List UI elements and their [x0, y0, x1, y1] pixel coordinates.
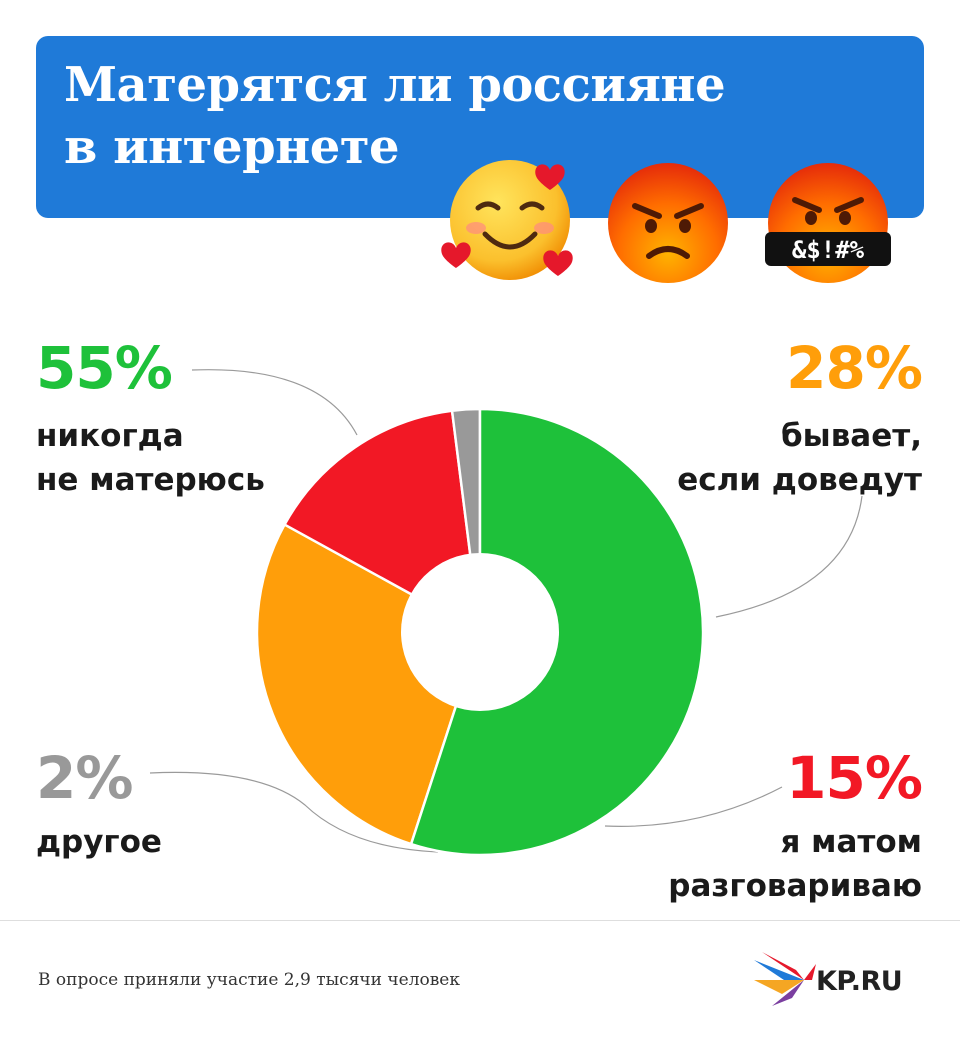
label-never-line1: никогда: [36, 418, 184, 454]
title-line-1: Матерятся ли россияне: [64, 57, 726, 113]
label-other-line1: другое: [36, 824, 162, 860]
title-line-2: в интернете: [64, 119, 400, 175]
label-never-line2: не матерюсь: [36, 462, 265, 498]
leader-line-never: [191, 369, 358, 436]
footer-divider: [0, 920, 960, 921]
donut-hole: [401, 553, 559, 711]
leader-line-sometimes: [715, 495, 863, 618]
value-label-never: 55%: [36, 334, 173, 402]
label-swear-line1: я матом: [780, 824, 922, 860]
label-sometimes-line1: бывает,: [781, 418, 922, 454]
smiling-face-with-hearts-icon: [441, 160, 573, 280]
label-sometimes: 28% бывает, если доведут: [677, 334, 923, 502]
leader-line-other: [149, 771, 439, 853]
page-title: Матерятся ли россияне в интернете: [64, 54, 726, 178]
angry-face-icon: [608, 163, 728, 283]
value-label-swear: 15%: [786, 744, 923, 812]
leader-lines: [149, 369, 863, 853]
symbols-text: &$!#%: [792, 236, 865, 264]
label-swear: 15% я матом разговариваю: [668, 744, 923, 908]
leader-line-swear: [604, 786, 783, 827]
kp-logo-icon: [754, 952, 816, 1006]
face-with-symbols-on-mouth-icon: &$!#%: [765, 163, 891, 283]
label-never: 55% никогда не матерюсь: [36, 338, 265, 502]
logo-text: KP.RU: [816, 966, 903, 997]
label-swear-line2: разговариваю: [668, 868, 922, 904]
label-other: 2% другое: [36, 748, 162, 864]
value-label-other: 2%: [36, 744, 133, 812]
donut-chart: [149, 369, 863, 857]
value-label-sometimes: 28%: [786, 334, 923, 402]
survey-note: В опросе приняли участие 2,9 тысячи чело…: [38, 970, 460, 990]
label-sometimes-line2: если доведут: [677, 462, 922, 498]
